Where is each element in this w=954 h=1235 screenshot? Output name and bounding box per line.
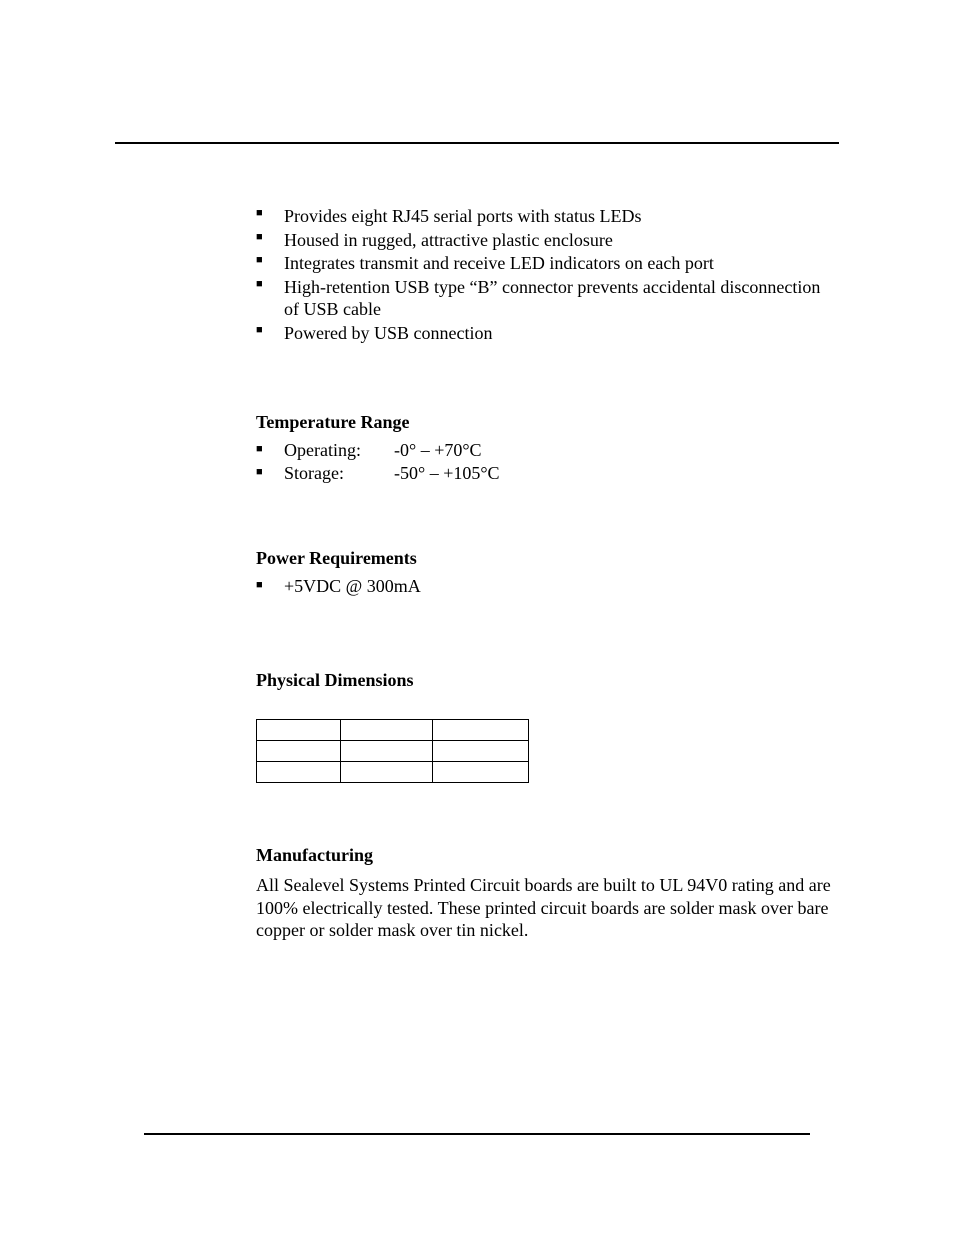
table-row <box>257 720 529 741</box>
bottom-horizontal-rule <box>144 1133 810 1135</box>
table-cell <box>433 741 529 762</box>
temperature-heading: Temperature Range <box>256 412 839 433</box>
feature-item: Powered by USB connection <box>256 322 839 345</box>
feature-text: Provides eight RJ45 serial ports with st… <box>284 206 641 226</box>
temperature-row: Operating:-0° – +70°C <box>256 439 839 462</box>
manufacturing-heading: Manufacturing <box>256 845 839 866</box>
feature-item: Integrates transmit and receive LED indi… <box>256 252 839 275</box>
feature-text: Integrates transmit and receive LED indi… <box>284 253 714 273</box>
dimensions-table <box>256 719 529 783</box>
table-cell <box>341 720 433 741</box>
feature-item: Housed in rugged, attractive plastic enc… <box>256 229 839 252</box>
temperature-row: Storage:-50° – +105°C <box>256 462 839 485</box>
temperature-value: -50° – +105°C <box>394 463 500 483</box>
manufacturing-body: All Sealevel Systems Printed Circuit boa… <box>256 874 839 942</box>
top-horizontal-rule <box>115 142 839 144</box>
page-content: Provides eight RJ45 serial ports with st… <box>256 145 839 942</box>
power-list: +5VDC @ 300mA <box>256 575 839 598</box>
power-heading: Power Requirements <box>256 548 839 569</box>
dimensions-heading: Physical Dimensions <box>256 670 839 691</box>
feature-item: High-retention USB type “B” connector pr… <box>256 276 839 321</box>
temperature-label: Operating: <box>284 439 394 462</box>
table-row <box>257 741 529 762</box>
temperature-value: -0° – +70°C <box>394 440 482 460</box>
table-cell <box>433 720 529 741</box>
table-cell <box>341 762 433 783</box>
feature-text: Housed in rugged, attractive plastic enc… <box>284 230 613 250</box>
feature-text: High-retention USB type “B” connector pr… <box>284 277 820 320</box>
features-list: Provides eight RJ45 serial ports with st… <box>256 205 839 344</box>
table-cell <box>257 720 341 741</box>
table-cell <box>257 741 341 762</box>
table-cell <box>257 762 341 783</box>
power-value: +5VDC @ 300mA <box>284 576 421 596</box>
table-cell <box>341 741 433 762</box>
feature-text: Powered by USB connection <box>284 323 492 343</box>
table-row <box>257 762 529 783</box>
temperature-label: Storage: <box>284 462 394 485</box>
temperature-list: Operating:-0° – +70°C Storage:-50° – +10… <box>256 439 839 486</box>
feature-item: Provides eight RJ45 serial ports with st… <box>256 205 839 228</box>
power-row: +5VDC @ 300mA <box>256 575 839 598</box>
table-cell <box>433 762 529 783</box>
